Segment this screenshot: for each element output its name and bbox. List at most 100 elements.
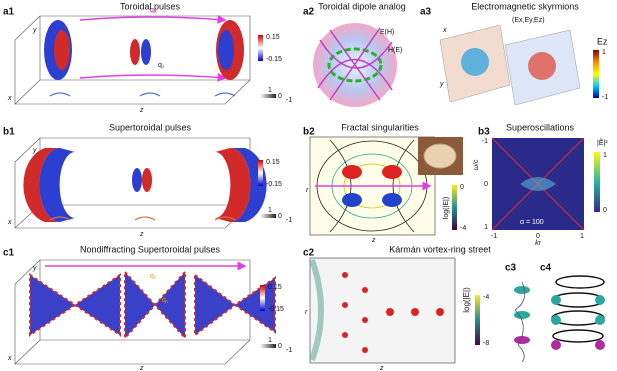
axis-label: r	[305, 309, 308, 316]
axis-label: z	[139, 107, 144, 114]
panel-title: Electromagnetic skyrmions	[471, 1, 579, 11]
colorbar-label: 1	[603, 152, 607, 159]
hotspot	[520, 177, 556, 191]
panel-c2: c2 Kármán vortex-ring street r z -4 -8 l…	[303, 244, 491, 371]
colorbar-label: -0.15	[266, 181, 282, 188]
vortex-rings	[342, 272, 444, 353]
colorbar-label: -0.15	[268, 306, 284, 313]
colorbar	[260, 214, 276, 218]
toroid	[23, 148, 60, 222]
colorbar-title: log(|E|)	[443, 197, 450, 219]
colorbar-label: 0	[278, 93, 282, 100]
annotation: q₂	[150, 7, 157, 14]
y-tick-label: 1	[484, 224, 488, 231]
colorbar	[260, 285, 265, 311]
panel-title: Toroidal pulses	[120, 1, 181, 11]
toroid	[54, 30, 70, 70]
colorbar-label: -1	[602, 94, 608, 101]
axis-label: z	[139, 365, 144, 371]
toroid	[130, 39, 140, 65]
colorbar-label: 0.15	[268, 284, 282, 291]
colorbar	[260, 344, 276, 348]
axis-label: kr	[535, 240, 542, 247]
toroid	[142, 168, 152, 192]
panel-title: Supertoroidal pulses	[109, 122, 192, 132]
axis-label: z	[371, 237, 376, 244]
colorbar-label: 1	[602, 49, 606, 56]
lobe	[342, 193, 362, 207]
colorbar-label: -1	[286, 217, 292, 224]
vortex-ring	[514, 311, 530, 319]
panel-label: c2	[303, 248, 315, 259]
axis-label: y	[32, 27, 37, 34]
annotation: α = 100	[520, 219, 544, 226]
colorbar-label: 0	[278, 343, 282, 350]
panel-label: b3	[478, 127, 490, 138]
colorbar-label: -8	[483, 340, 489, 347]
toroid	[218, 30, 234, 70]
arrow	[79, 72, 227, 82]
colorbar-label: -1	[286, 347, 292, 354]
colorbar-label: -0.15	[266, 56, 282, 63]
colorbar-label: 0	[460, 184, 464, 191]
panel-label: b2	[303, 127, 315, 138]
panel-c1: c1 Nondiffracting Supertoroidal pulses q…	[3, 244, 292, 371]
colorbar	[258, 35, 263, 61]
colorbar-label: -4	[483, 294, 489, 301]
colorbar	[452, 185, 457, 230]
lobe	[342, 165, 362, 179]
colorbar-label: 0	[278, 213, 282, 220]
field-loop	[327, 47, 383, 83]
arrow	[79, 14, 227, 24]
colorbar-title: log(|E|)	[462, 287, 471, 313]
colorbar-title: Ez	[597, 36, 608, 46]
x-tick-label: 0	[536, 233, 540, 240]
lobe	[382, 193, 402, 207]
panel-a3: a3 Electromagnetic skyrmions (Ex,Ey,Ez) …	[420, 1, 608, 106]
panel-label: c3	[505, 263, 517, 274]
colorbar-label: 1	[268, 337, 272, 344]
toroid	[230, 148, 267, 222]
colorbar	[594, 152, 600, 212]
colorbar-label: 0.15	[266, 159, 280, 166]
panel-label: a1	[3, 7, 15, 18]
contours	[309, 258, 324, 362]
panel-c4: c4	[540, 263, 605, 350]
axis-label: x	[7, 95, 12, 102]
y-tick-label: 0	[484, 181, 488, 188]
toroid	[141, 39, 151, 65]
x-tick-label: 1	[580, 233, 584, 240]
panel-title: Superoscillations	[506, 122, 575, 132]
skyrmion-core	[461, 48, 489, 76]
panel-label: a3	[420, 7, 432, 18]
annotation: E(H)	[380, 29, 394, 36]
axis-label: x	[7, 355, 12, 362]
panel-label: b1	[3, 127, 15, 138]
panel-b2: b2 Fractal singularities r z 0 -4 log(|E…	[303, 122, 466, 243]
panel-title: Nondiffracting Supertoroidal pulses	[80, 244, 220, 254]
axis-label: y	[439, 81, 444, 88]
toroid	[132, 168, 142, 192]
panel-b3: b3 Superoscillations α = 100 -1 0 1 ω/c …	[473, 122, 608, 246]
panel-c3: c3	[505, 263, 530, 363]
skyrmion-core	[528, 52, 556, 80]
panel-title: Kármán vortex-ring street	[389, 244, 491, 254]
axis-label: z	[379, 365, 384, 371]
vortex-ring	[514, 336, 530, 344]
box	[14, 15, 251, 105]
annotation: q₂	[150, 273, 157, 280]
axis-label: z	[139, 231, 144, 238]
panel-label: c4	[540, 263, 552, 274]
colorbar	[475, 295, 480, 345]
colorbar-label: -1	[286, 97, 292, 104]
inset	[423, 143, 457, 169]
x-tick-label: -1	[491, 233, 497, 240]
axis-label: ω/c	[473, 159, 480, 170]
colorbar-label: -4	[460, 225, 466, 232]
projection	[49, 92, 236, 97]
panel-title: Fractal singularities	[341, 122, 419, 132]
toroid	[39, 148, 75, 222]
plot-area	[309, 257, 456, 364]
toroid	[215, 148, 251, 222]
